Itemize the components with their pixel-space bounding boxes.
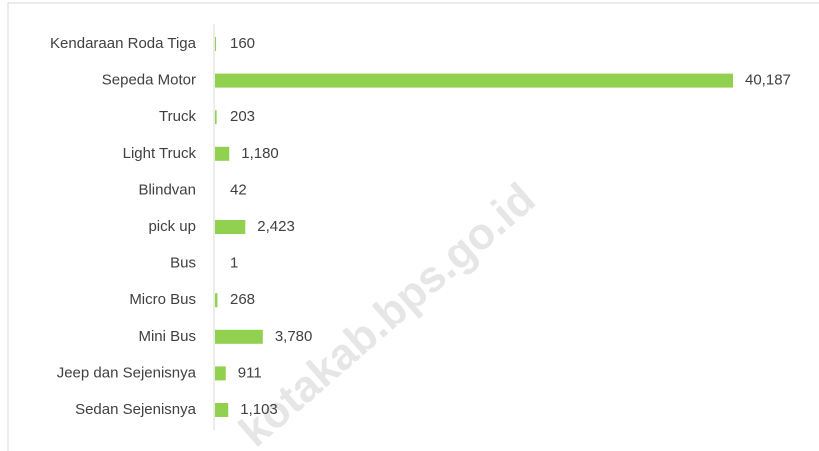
category-label: Kendaraan Roda Tiga bbox=[50, 35, 197, 52]
category-label: Bus bbox=[170, 255, 196, 272]
value-label: 3,780 bbox=[275, 328, 313, 345]
category-label: Blindvan bbox=[138, 181, 196, 198]
chart-frame bbox=[7, 2, 819, 451]
category-label: Light Truck bbox=[123, 145, 197, 162]
value-label: 1 bbox=[230, 255, 238, 272]
bar bbox=[215, 110, 217, 125]
value-label: 203 bbox=[230, 108, 255, 125]
category-label: Sedan Sejenisnya bbox=[75, 401, 197, 418]
value-label: 40,187 bbox=[745, 72, 791, 89]
bar bbox=[215, 329, 263, 344]
value-label: 1,103 bbox=[240, 401, 278, 418]
value-label: 1,180 bbox=[241, 145, 279, 162]
value-label: 911 bbox=[238, 364, 262, 381]
value-label: 2,423 bbox=[257, 218, 295, 235]
bar bbox=[215, 220, 246, 234]
category-label: Truck bbox=[159, 108, 196, 125]
category-label: Jeep dan Sejenisnya bbox=[57, 364, 197, 381]
bar bbox=[215, 73, 733, 88]
bar bbox=[215, 37, 217, 51]
value-label: 160 bbox=[230, 35, 255, 52]
bar bbox=[215, 146, 230, 161]
bar bbox=[215, 293, 218, 308]
bar bbox=[215, 366, 226, 381]
bar bbox=[215, 403, 229, 417]
category-label: pick up bbox=[148, 218, 196, 235]
value-label: 42 bbox=[230, 181, 247, 198]
category-label: Sepeda Motor bbox=[102, 72, 196, 89]
value-label: 268 bbox=[230, 291, 255, 308]
category-label: Mini Bus bbox=[138, 328, 196, 345]
category-label: Micro Bus bbox=[129, 291, 196, 308]
